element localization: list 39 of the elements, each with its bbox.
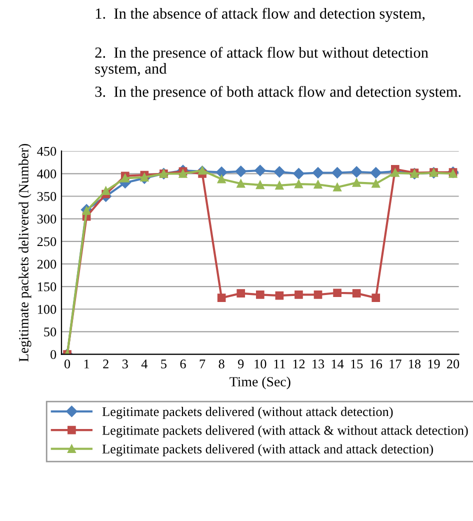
y-axis-title: Legitimate packets delivered (Number): [18, 144, 32, 362]
y-tick-label: 0: [50, 350, 56, 359]
x-tick-label: 18: [409, 360, 421, 368]
y-tick-label: 350: [37, 192, 56, 201]
x-tick-label: 5: [161, 360, 166, 368]
y-tick-label: 100: [38, 304, 56, 314]
x-tick-label: 6: [180, 360, 186, 368]
legend-label: Legitimate packets delivered (with attack and attack detection): [102, 444, 433, 456]
y-tick-label: 150: [38, 282, 56, 292]
x-tick-label: 11: [274, 360, 285, 368]
x-tick-label: 20: [447, 360, 460, 368]
y-tick-label: 400: [37, 169, 56, 178]
legend-label: Legitimate packets delivered (without attack detection): [102, 406, 393, 419]
x-tick-label: 3: [122, 360, 128, 368]
x-tick-label: 17: [390, 360, 402, 368]
x-tick-label: 14: [332, 360, 344, 368]
x-tick-label: 2: [103, 360, 108, 368]
x-tick-label: 19: [428, 360, 440, 368]
legend-label: Legitimate packets delivered (with attack & without attack detection): [102, 426, 468, 438]
x-tick-label: 9: [238, 360, 244, 368]
x-tick-label: 7: [200, 360, 206, 368]
text: 1. In the absence of attack flow and detection system,: [96, 8, 425, 22]
x-tick-label: 1: [84, 360, 90, 368]
x-axis-title: Time (Sec): [230, 376, 290, 390]
y-tick-label: 50: [44, 328, 56, 336]
text: 3. In the presence of both attack flow and detection system.: [95, 86, 461, 100]
x-tick-label: 0: [64, 360, 70, 368]
y-tick-label: 450: [37, 146, 56, 156]
x-tick-label: 13: [312, 360, 324, 368]
text: 2. In the presence of attack flow but without detection system, and: [95, 46, 428, 77]
x-tick-label: 16: [370, 360, 382, 368]
x-tick-label: 10: [254, 360, 266, 368]
x-tick-label: 4: [141, 360, 148, 368]
x-tick-label: 15: [351, 360, 363, 368]
y-tick-label: 200: [37, 260, 56, 269]
x-tick-label: 8: [218, 360, 224, 368]
y-tick-label: 300: [37, 214, 56, 224]
y-tick-label: 250: [37, 237, 56, 246]
x-tick-label: 12: [293, 360, 305, 368]
